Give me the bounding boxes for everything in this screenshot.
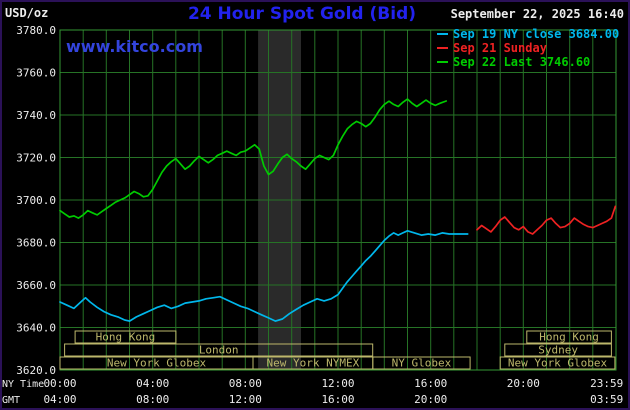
session-label: New York Globex bbox=[508, 357, 608, 370]
plot-border bbox=[59, 29, 617, 371]
y-axis-tick-label: 3700.0 bbox=[16, 194, 56, 207]
price-line-sep21 bbox=[476, 205, 617, 235]
chart-title: 24 Hour Spot Gold (Bid) bbox=[187, 4, 417, 24]
y-axis-tick-label: 3760.0 bbox=[16, 67, 56, 80]
legend-item: Sep 22 Last 3746.60 bbox=[437, 55, 619, 69]
x-axis-gmt-tick-label: 16:00 bbox=[321, 393, 354, 406]
legend-item: Sep 19 NY close 3684.00 bbox=[437, 27, 619, 41]
legend-label: Sep 21 Sunday bbox=[453, 41, 547, 55]
session-box bbox=[499, 356, 616, 370]
y-axis-tick-label: 3640.0 bbox=[16, 322, 56, 335]
session-box bbox=[372, 356, 471, 370]
session-label: New York Globex bbox=[107, 357, 207, 370]
session-label: New York NYMEX bbox=[267, 357, 360, 370]
session-label: Hong Kong bbox=[96, 331, 156, 344]
session-box bbox=[64, 343, 374, 357]
legend-label: Sep 22 Last 3746.60 bbox=[453, 55, 591, 69]
legend: Sep 19 NY close 3684.00 Sep 21 Sunday Sep … bbox=[437, 27, 619, 69]
legend-item: Sep 21 Sunday bbox=[437, 41, 619, 55]
x-axis-gmt-tick-label: 03:59 bbox=[590, 393, 623, 406]
x-axis-gmt-tick-label: 12:00 bbox=[229, 393, 262, 406]
session-label: Hong Kong bbox=[539, 331, 599, 344]
legend-color-dash bbox=[437, 33, 448, 35]
session-label: Sydney bbox=[538, 344, 578, 357]
legend-color-dash bbox=[437, 61, 448, 63]
gmt-axis-label: GMT bbox=[2, 395, 20, 406]
x-axis-gmt-tick-label: 08:00 bbox=[136, 393, 169, 406]
price-line-sep22 bbox=[59, 98, 448, 219]
y-axis-tick-label: 3680.0 bbox=[16, 237, 56, 250]
y-axis-tick-label: 3620.0 bbox=[16, 364, 56, 377]
price-line-sep19 bbox=[59, 229, 469, 322]
y-axis-tick-label: 3780.0 bbox=[16, 24, 56, 37]
datetime-label: September 22, 2025 16:40 bbox=[450, 7, 624, 21]
x-axis-ny-tick-label: 00:00 bbox=[43, 377, 76, 390]
x-axis-ny-tick-label: 20:00 bbox=[507, 377, 540, 390]
session-box bbox=[504, 343, 612, 357]
x-axis-gmt-tick-label: 20:00 bbox=[414, 393, 447, 406]
y-axis-tick-label: 3660.0 bbox=[16, 279, 56, 292]
x-axis-gmt-tick-label: 04:00 bbox=[43, 393, 76, 406]
x-axis-ny-tick-label: 08:00 bbox=[229, 377, 262, 390]
y-axis-tick-label: 3740.0 bbox=[16, 109, 56, 122]
unit-label: USD/oz bbox=[5, 6, 49, 20]
session-label: London bbox=[199, 344, 239, 357]
session-box bbox=[526, 330, 612, 344]
x-axis-ny-tick-label: 12:00 bbox=[321, 377, 354, 390]
legend-color-dash bbox=[437, 47, 448, 49]
session-label: NY Globex bbox=[392, 357, 452, 370]
x-axis-ny-tick-label: 16:00 bbox=[414, 377, 447, 390]
ny-time-axis-label: NY Time bbox=[2, 379, 44, 390]
session-box bbox=[74, 330, 177, 344]
legend-label: Sep 19 NY close 3684.00 bbox=[453, 27, 620, 41]
y-axis-tick-label: 3720.0 bbox=[16, 152, 56, 165]
x-axis-ny-tick-label: 04:00 bbox=[136, 377, 169, 390]
x-axis-ny-tick-label: 23:59 bbox=[590, 377, 623, 390]
kitco-watermark-link[interactable]: www.kitco.com bbox=[66, 37, 203, 56]
